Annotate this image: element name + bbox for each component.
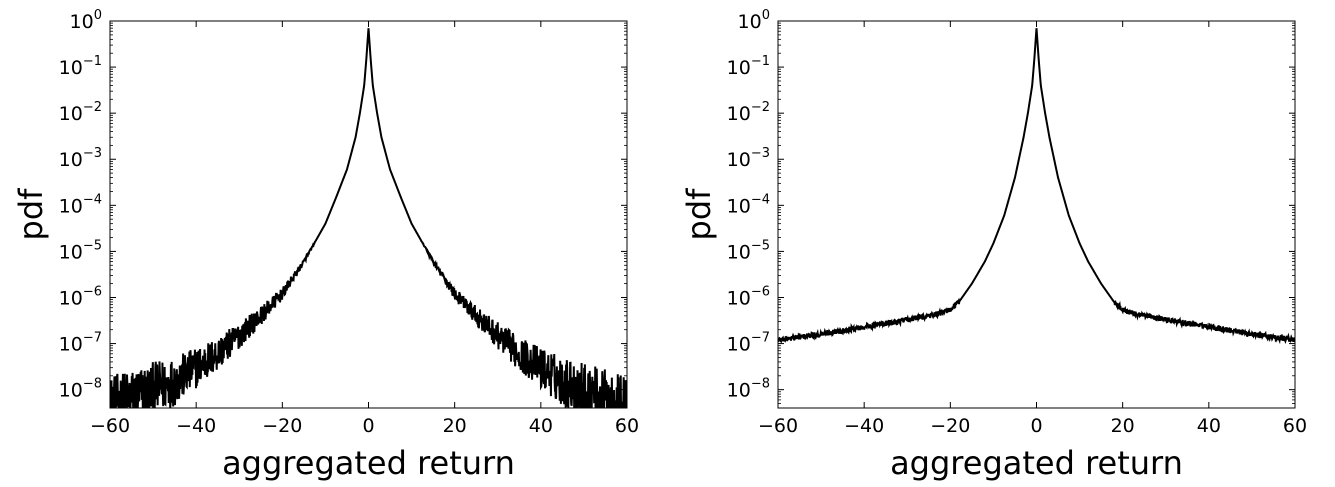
x-tick-label: 40 bbox=[529, 415, 553, 437]
y-tick-label: 10−3 bbox=[727, 146, 770, 171]
y-tick-label: 100 bbox=[70, 8, 102, 33]
plot-frame bbox=[777, 20, 1296, 409]
chart-right: −60 −40 −20 0 20 40 60 10−8 10−7 10−6 10−5 10−4 10−3… bbox=[680, 8, 1307, 482]
x-tick-label: 20 bbox=[1111, 415, 1135, 437]
y-tick-label: 10−2 bbox=[59, 100, 102, 125]
x-tick-label: −60 bbox=[90, 415, 130, 437]
y-tick-label: 10−7 bbox=[727, 331, 770, 356]
y-tick-label: 10−2 bbox=[727, 100, 770, 125]
y-tick-label: 10−6 bbox=[59, 284, 102, 309]
y-tick-label: 10−4 bbox=[59, 192, 102, 217]
x-tick-label: −40 bbox=[844, 415, 884, 437]
x-tick-label: 60 bbox=[615, 415, 639, 437]
x-axis-label: aggregated return bbox=[222, 444, 515, 482]
y-tick-label: 100 bbox=[738, 8, 770, 33]
y-axis-label: pdf bbox=[12, 188, 50, 241]
x-axis-label: aggregated return bbox=[890, 444, 1183, 482]
y-tick-label: 10−8 bbox=[59, 377, 102, 402]
series-line bbox=[110, 28, 627, 408]
x-tick-label: −60 bbox=[758, 415, 798, 437]
x-tick-label: 0 bbox=[1030, 415, 1042, 437]
plot-frame bbox=[109, 20, 628, 409]
series-line bbox=[778, 28, 1295, 345]
y-axis-label: pdf bbox=[680, 188, 718, 241]
y-tick-label: 10−6 bbox=[727, 284, 770, 309]
x-tick-label: 0 bbox=[362, 415, 374, 437]
x-tick-label: −20 bbox=[930, 415, 970, 437]
y-tick-label: 10−1 bbox=[59, 54, 102, 79]
x-tick-label: −40 bbox=[176, 415, 216, 437]
chart-panel-right: −60 −40 −20 0 20 40 60 10−8 10−7 10−6 10−5 10−4 10−3… bbox=[668, 0, 1335, 483]
x-tick-label: 60 bbox=[1283, 415, 1307, 437]
y-tick-label: 10−1 bbox=[727, 54, 770, 79]
y-tick-label: 10−8 bbox=[727, 377, 770, 402]
y-tick-label: 10−5 bbox=[59, 238, 102, 263]
x-tick-label: 20 bbox=[443, 415, 467, 437]
chart-panel-left: −60 −40 −20 0 20 40 60 10−8 10−7 10−6 10−5 10−4 10−3… bbox=[0, 0, 667, 483]
chart-left: −60 −40 −20 0 20 40 60 10−8 10−7 10−6 10−5 10−4 10−3… bbox=[12, 8, 639, 482]
y-tick-label: 10−7 bbox=[59, 331, 102, 356]
x-tick-label: 40 bbox=[1197, 415, 1221, 437]
y-tick-label: 10−5 bbox=[727, 238, 770, 263]
x-tick-label: −20 bbox=[262, 415, 302, 437]
y-tick-label: 10−3 bbox=[59, 146, 102, 171]
y-tick-label: 10−4 bbox=[727, 192, 770, 217]
